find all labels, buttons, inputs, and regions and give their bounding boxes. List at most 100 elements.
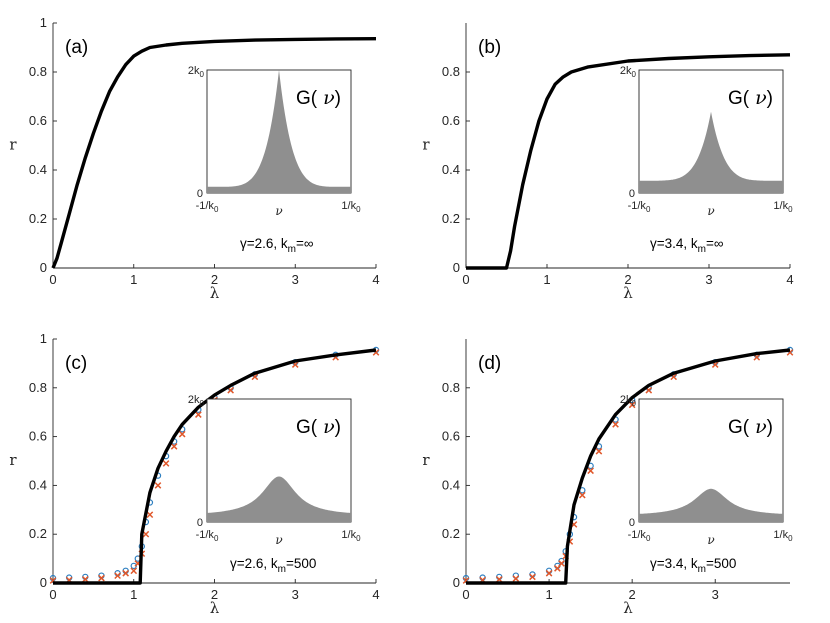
x-tick-label: 2 <box>211 272 218 287</box>
inset-x-left-main: -1/k <box>196 200 215 212</box>
x-tick-label: 0 <box>49 272 56 287</box>
inset-y-top-main: 2k <box>620 394 632 406</box>
x-axis-title: λ <box>623 284 633 302</box>
inset-y-top-sub: 0 <box>200 70 205 79</box>
distribution-shape <box>207 476 351 522</box>
panel-label: (d) <box>478 353 501 374</box>
data-point-orange <box>558 560 565 567</box>
data-point-orange <box>612 421 619 428</box>
inset-title-prefix: G( <box>296 88 318 109</box>
inset-title: G( ν) <box>728 416 773 438</box>
inset-x-left-sub: 0 <box>646 205 651 214</box>
annotation-prefix: γ=3.4, k <box>650 236 698 251</box>
y-axis-title: r <box>9 451 17 469</box>
inset-y-zero-label: 0 <box>197 517 203 529</box>
inset-title-prefix: G( <box>728 417 750 438</box>
y-tick-label: 0.4 <box>29 477 47 492</box>
inset-x-right-main: 1/k <box>341 529 356 541</box>
annotation-label: γ=3.4, km=∞ <box>650 236 724 255</box>
inset-x-right-sub: 0 <box>788 205 793 214</box>
inset-x-right-sub: 0 <box>356 534 361 543</box>
annotation-prefix: γ=2.6, k <box>230 556 278 571</box>
inset-y-top-label: 2k0 <box>188 65 205 79</box>
inset-title: G( ν) <box>296 87 341 109</box>
x-tick-label: 1 <box>130 587 137 602</box>
y-tick-label: 0 <box>40 260 47 275</box>
inset-x-right-label: 1/k0 <box>773 200 793 214</box>
annotation-prefix: γ=2.6, k <box>240 236 288 251</box>
inset-x-right-main: 1/k <box>773 200 788 212</box>
panel-label: (b) <box>478 37 501 58</box>
theory-curve <box>53 348 377 585</box>
data-point-orange <box>178 430 186 438</box>
y-tick-label: 0.6 <box>29 113 47 128</box>
inset-title-nu: ν <box>317 416 335 438</box>
data-point-orange <box>81 576 89 583</box>
x-tick-label: 2 <box>629 587 636 602</box>
data-point-orange <box>529 573 536 581</box>
inset-y-zero-label: 0 <box>629 188 635 200</box>
y-tick-label: 1 <box>40 331 47 346</box>
x-tick-label: 2 <box>624 272 631 287</box>
data-point-orange <box>628 401 636 409</box>
inset-x-axis-title: ν <box>707 204 714 218</box>
x-tick-label: 0 <box>49 587 56 602</box>
y-axis-title: r <box>422 451 430 469</box>
inset-title-suffix: ) <box>767 88 773 109</box>
inset-title: G( ν) <box>296 416 341 438</box>
inset-title-prefix: G( <box>296 417 318 438</box>
x-tick-label: 4 <box>372 272 379 287</box>
y-tick-label: 0.8 <box>442 64 460 79</box>
data-point-orange <box>146 511 154 519</box>
inset-y-top-sub: 0 <box>632 70 637 79</box>
data-point-orange <box>130 567 138 575</box>
data-point-orange <box>162 460 170 467</box>
panel-c: 0 1 2 3 4 0 0.2 0.4 0.6 0.8 1 λ r (c) γ=2.6, km=500 G( … <box>9 331 379 617</box>
inset-x-axis-title: ν <box>275 204 282 218</box>
y-tick-label: 0.2 <box>29 211 47 226</box>
theory-curve <box>466 348 791 585</box>
x-tick-label: 4 <box>372 587 379 602</box>
y-axis-title: r <box>422 136 430 154</box>
inset-x-right-sub: 0 <box>788 534 793 543</box>
y-tick-label: 0 <box>453 575 460 590</box>
inset-y-top-label: 2k0 <box>620 65 637 79</box>
inset-x-left-sub: 0 <box>646 534 651 543</box>
data-point-orange <box>195 411 202 418</box>
inset-title-prefix: G( <box>728 88 750 109</box>
x-axis-title: λ <box>210 599 220 617</box>
y-tick-label: 0.4 <box>442 162 460 177</box>
x-tick-label: 4 <box>786 272 793 287</box>
data-point-orange <box>595 447 603 455</box>
distribution-shape <box>639 111 783 193</box>
data-point-orange <box>122 569 130 577</box>
y-tick-label: 0.8 <box>29 64 47 79</box>
annotation-suffix: =∞ <box>706 236 724 251</box>
inset-y-top-sub: 0 <box>632 399 637 408</box>
annotation-sub: m <box>278 564 286 575</box>
annotation-label: γ=2.6, km=500 <box>230 556 316 575</box>
inset-x-left-main: -1/k <box>196 529 215 541</box>
y-tick-label: 0.2 <box>29 526 47 541</box>
inset-y-zero-label: 0 <box>629 517 635 529</box>
inset-x-left-label: -1/k0 <box>628 529 651 543</box>
x-tick-label: 1 <box>543 272 550 287</box>
data-point-orange <box>545 569 553 577</box>
y-tick-label: 0.2 <box>442 526 460 541</box>
data-point-orange <box>495 576 503 583</box>
x-tick-label: 3 <box>712 587 719 602</box>
annotation-sub: m <box>288 244 296 255</box>
x-tick-label: 3 <box>292 587 299 602</box>
inset-title: G( ν) <box>728 87 773 109</box>
annotation-prefix: γ=3.4, k <box>650 556 698 571</box>
panel-b: 0 1 2 3 4 0 0.2 0.4 0.6 0.8 λ r (b) γ=3.4, km=∞ G( ν) 2… <box>422 23 794 302</box>
y-axis-title: r <box>9 136 17 154</box>
data-point-orange <box>142 530 150 538</box>
data-point-orange <box>587 467 594 475</box>
inset-title-nu: ν <box>749 87 767 109</box>
y-tick-label: 0.2 <box>442 211 460 226</box>
